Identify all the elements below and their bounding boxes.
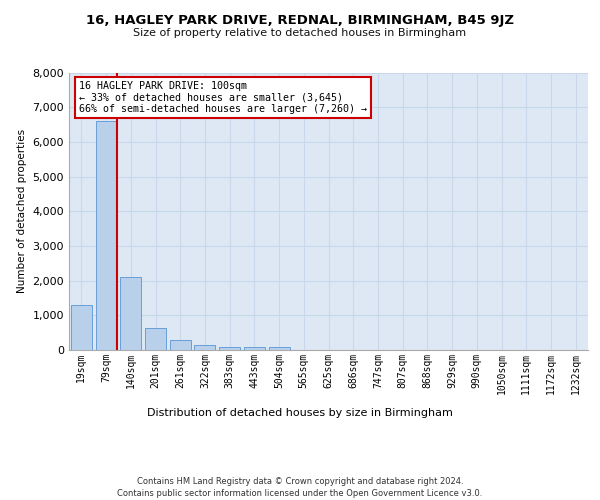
Bar bbox=[170, 340, 191, 350]
Bar bbox=[120, 277, 141, 350]
Text: 16 HAGLEY PARK DRIVE: 100sqm
← 33% of detached houses are smaller (3,645)
66% of: 16 HAGLEY PARK DRIVE: 100sqm ← 33% of de… bbox=[79, 81, 367, 114]
Bar bbox=[71, 305, 92, 350]
Text: Size of property relative to detached houses in Birmingham: Size of property relative to detached ho… bbox=[133, 28, 467, 38]
Y-axis label: Number of detached properties: Number of detached properties bbox=[17, 129, 27, 294]
Bar bbox=[95, 121, 116, 350]
Bar bbox=[244, 347, 265, 350]
Bar bbox=[269, 346, 290, 350]
Bar bbox=[145, 328, 166, 350]
Bar bbox=[219, 346, 240, 350]
Text: Contains HM Land Registry data © Crown copyright and database right 2024.: Contains HM Land Registry data © Crown c… bbox=[137, 478, 463, 486]
Bar bbox=[194, 345, 215, 350]
Text: 16, HAGLEY PARK DRIVE, REDNAL, BIRMINGHAM, B45 9JZ: 16, HAGLEY PARK DRIVE, REDNAL, BIRMINGHA… bbox=[86, 14, 514, 27]
Text: Contains public sector information licensed under the Open Government Licence v3: Contains public sector information licen… bbox=[118, 489, 482, 498]
Text: Distribution of detached houses by size in Birmingham: Distribution of detached houses by size … bbox=[147, 408, 453, 418]
